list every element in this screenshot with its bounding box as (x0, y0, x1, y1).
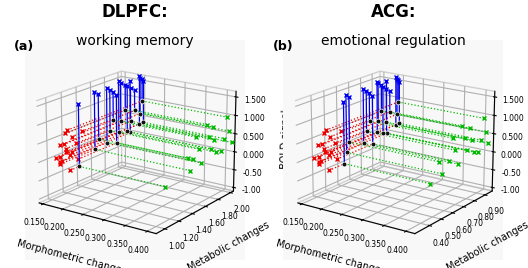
Text: ACG:: ACG: (371, 3, 416, 21)
Text: (b): (b) (272, 40, 293, 53)
Y-axis label: Metabolic changes: Metabolic changes (445, 220, 528, 268)
Text: DLPFC:: DLPFC: (101, 3, 168, 21)
Text: working memory: working memory (76, 34, 193, 47)
X-axis label: Morphometric changes: Morphometric changes (16, 238, 128, 268)
Text: emotional regulation: emotional regulation (321, 34, 466, 47)
Y-axis label: Metabolic changes: Metabolic changes (186, 220, 271, 268)
X-axis label: Morphometric changes: Morphometric changes (275, 238, 386, 268)
Text: (a): (a) (14, 40, 34, 53)
